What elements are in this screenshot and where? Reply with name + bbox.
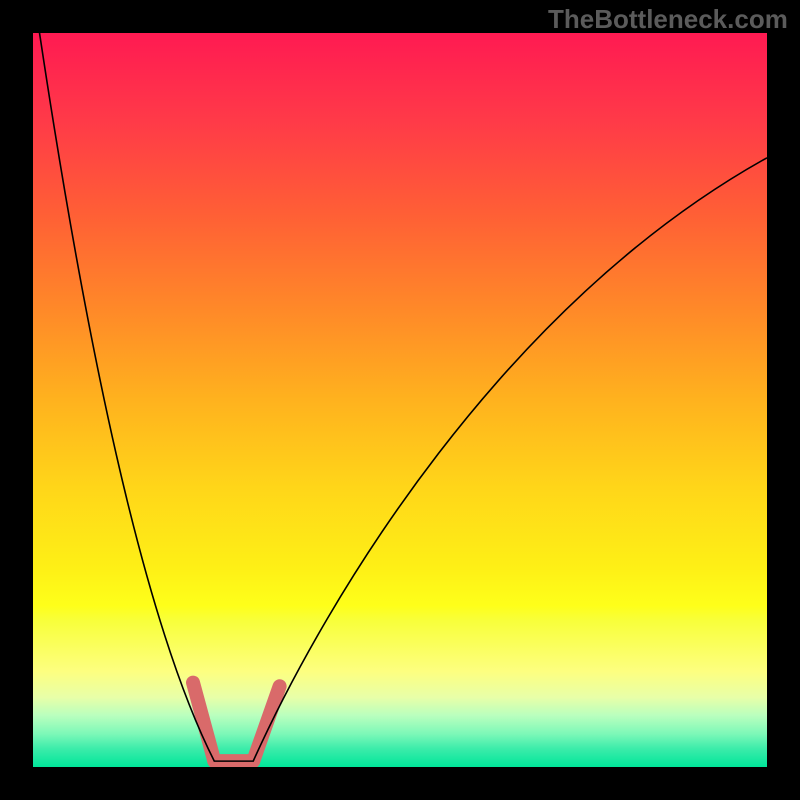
watermark-text: TheBottleneck.com bbox=[548, 4, 788, 35]
chart-background bbox=[33, 33, 767, 767]
bottleneck-curve-chart bbox=[33, 33, 767, 767]
